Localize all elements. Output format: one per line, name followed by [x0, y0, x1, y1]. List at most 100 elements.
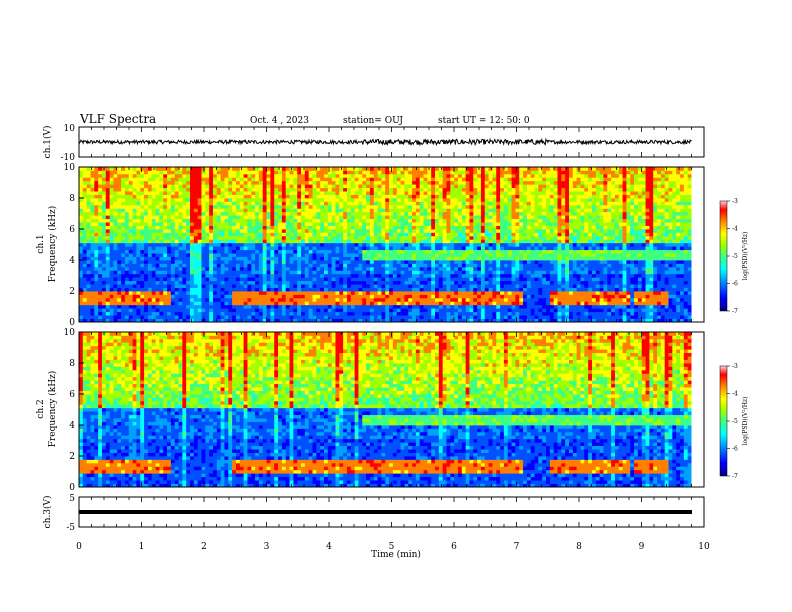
spectrogram-cell: [105, 204, 111, 209]
spectrogram-cell: [151, 218, 156, 223]
spectrogram-cell: [408, 170, 413, 175]
spectrogram-cell: [454, 277, 459, 282]
spectrogram-cell: [266, 253, 271, 257]
spectrogram-cell: [419, 184, 424, 189]
spectrogram-cell: [446, 304, 451, 309]
spectrogram-cell: [136, 222, 141, 226]
spectrogram-cell: [454, 253, 459, 257]
spectrogram-cell: [212, 229, 218, 233]
spectrogram-cell: [358, 177, 363, 182]
spectrogram-cell: [331, 229, 336, 233]
spectrogram-cell: [362, 287, 367, 292]
spectrogram-cell: [190, 301, 195, 306]
spectrogram-cell: [167, 218, 172, 223]
spectrogram-cell: [492, 315, 497, 319]
spectrogram-cell: [155, 194, 160, 199]
spectrogram-cell: [209, 270, 214, 275]
spectrogram-cell: [132, 167, 137, 171]
spectrogram-cell: [266, 256, 271, 261]
spectrogram-cell: [373, 294, 378, 299]
spectrogram-cell: [488, 315, 493, 319]
spectrogram-cell: [427, 304, 432, 309]
spectrogram-cell: [212, 225, 218, 230]
spectrogram-cell: [366, 249, 371, 254]
spectrogram-cell: [140, 194, 145, 199]
spectrogram-cell: [235, 242, 241, 247]
spectrogram-cell: [258, 280, 264, 285]
spectrogram-cell: [316, 170, 321, 175]
spectrogram-cell: [163, 280, 168, 285]
spectrogram-cell: [450, 198, 455, 202]
spectrogram-cell: [247, 204, 252, 209]
spectrogram-cell: [400, 280, 405, 285]
spectrogram-cell: [140, 311, 145, 316]
spectrogram-cell: [438, 280, 444, 285]
spectrogram-cell: [147, 177, 153, 182]
spectrogram-cell: [293, 270, 298, 275]
spectrogram-cell: [163, 263, 168, 268]
spectrogram-cell: [461, 263, 467, 268]
spectrogram-cell: [354, 167, 359, 171]
spectrogram-cell: [167, 266, 172, 271]
spectrogram-cell: [442, 266, 447, 271]
spectrogram-cell: [339, 239, 344, 244]
spectrogram-cell: [316, 311, 321, 316]
spectrogram-cell: [239, 208, 245, 213]
spectrogram-cell: [446, 215, 451, 220]
spectrogram-cell: [159, 246, 164, 251]
spectrogram-cell: [132, 170, 137, 175]
spectrogram-cell: [247, 315, 252, 319]
spectrogram-cell: [113, 266, 118, 271]
spectrogram-cell: [350, 232, 356, 237]
spectrogram-cell: [312, 235, 317, 240]
spectrogram-cell: [377, 311, 382, 316]
spectrogram-cell: [396, 304, 401, 309]
spectrogram-cell: [216, 173, 222, 178]
spectrogram-cell: [385, 167, 390, 171]
spectrogram-cell: [373, 260, 378, 264]
spectrogram-cell: [266, 222, 271, 226]
spectrogram-cell: [465, 204, 470, 209]
spectrogram-cell: [136, 277, 141, 282]
spectrogram-cell: [431, 318, 436, 323]
spectrogram-cell: [235, 184, 241, 189]
spectrogram-cell: [297, 229, 302, 233]
spectrogram-cell: [239, 180, 245, 185]
spectrogram-cell: [258, 198, 264, 202]
spectrogram-cell: [239, 311, 245, 316]
spectrogram-cell: [205, 173, 210, 178]
spectrogram-cell: [469, 180, 474, 185]
spectrogram-cell: [297, 242, 302, 247]
spectrogram-cell: [262, 225, 267, 230]
spectrogram-cell: [243, 256, 248, 261]
spectrogram-cell: [469, 167, 474, 171]
spectrogram-cell: [193, 191, 199, 195]
spectrogram-cell: [262, 301, 267, 306]
spectrogram-cell: [201, 208, 206, 213]
spectrogram-cell: [400, 294, 405, 299]
spectrogram-cell: [316, 297, 321, 302]
spectrogram-cell: [155, 235, 160, 240]
spectrogram-cell: [101, 280, 107, 285]
spectrogram-cell: [308, 242, 313, 247]
spectrogram-cell: [339, 301, 344, 306]
spectrogram-cell: [369, 191, 375, 195]
spectrogram-cell: [105, 187, 111, 192]
spectrogram-cell: [377, 263, 382, 268]
spectrogram-cell: [232, 167, 237, 171]
spectrogram-cell: [450, 301, 455, 306]
spectrogram-cell: [163, 184, 168, 189]
spectrogram-cell: [167, 270, 172, 275]
spectrogram-cell: [312, 287, 317, 292]
spectrogram-cell: [400, 187, 405, 192]
spectrogram-cell: [484, 318, 490, 323]
spectrogram-cell: [190, 170, 195, 175]
spectrogram-cell: [385, 218, 390, 223]
spectrogram-cell: [293, 304, 298, 309]
spectrogram-cell: [205, 280, 210, 285]
spectrogram-cell: [377, 218, 382, 223]
spectrogram-cell: [212, 311, 218, 316]
spectrogram-cell: [98, 184, 103, 189]
spectrogram-cell: [182, 211, 187, 216]
spectrogram-cell: [79, 177, 84, 182]
